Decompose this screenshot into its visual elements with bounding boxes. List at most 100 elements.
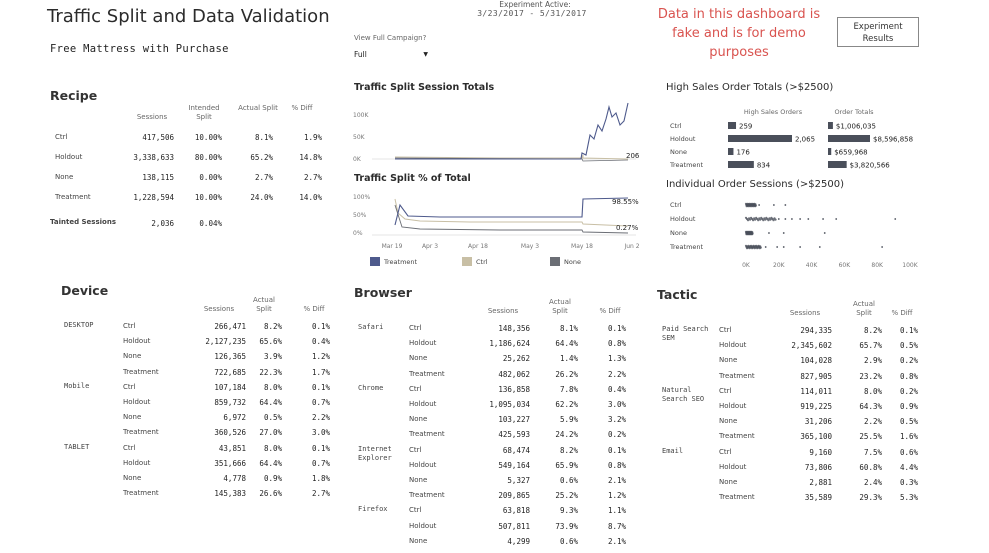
pct-diff-value: 5.3% <box>899 493 918 503</box>
row-label: Ctrl <box>55 133 68 141</box>
row-label: None <box>719 478 738 486</box>
actual-split-value: 0.6% <box>559 536 578 546</box>
row-label: Holdout <box>719 402 747 410</box>
sessions-value: 2,881 <box>809 478 832 487</box>
actual-split-value: 65.9% <box>555 460 578 470</box>
series-end-label: 206 <box>626 152 640 160</box>
sessions-value: 43,851 <box>218 443 246 453</box>
row-label: Holdout <box>719 341 747 350</box>
pct-diff-value: 1.2% <box>607 491 626 501</box>
pct-diff-value: 2.2% <box>607 369 626 379</box>
order-point <box>782 232 785 234</box>
page-title: Traffic Split and Data Validation <box>47 6 330 27</box>
pct-diff-value: 0.2% <box>899 386 918 396</box>
pct-diff-value: 2.1% <box>607 476 626 485</box>
individual-orders-title: Individual Order Sessions (>$2500) <box>666 179 845 190</box>
actual-split-value: 24.0% <box>250 193 273 202</box>
sessions-value: 365,100 <box>800 432 832 442</box>
y-tick-label: 50K <box>353 134 366 141</box>
sessions-value: 2,345,602 <box>791 341 832 351</box>
campaign-filter-dropdown[interactable]: Full ▼ <box>354 48 428 61</box>
pct-diff-value: 3.0% <box>607 400 626 409</box>
pct-diff-value: 0.4% <box>607 384 626 394</box>
row-label: Ctrl <box>123 382 136 391</box>
actual-split-value: 2.9% <box>863 356 882 366</box>
row-label: Holdout <box>123 337 151 346</box>
sessions-value: 549,164 <box>498 460 530 470</box>
x-tick-label: 60K <box>839 262 852 269</box>
actual-split-value: 24.2% <box>555 430 578 440</box>
actual-split-value: 2.4% <box>863 478 882 487</box>
sessions-value: 919,225 <box>800 402 832 411</box>
actual-split-value: 23.2% <box>859 371 882 381</box>
row-label: Holdout <box>55 153 83 161</box>
recipe-title: Recipe <box>50 88 98 103</box>
x-tick-label: 20K <box>773 262 786 269</box>
row-label: Holdout <box>409 339 437 348</box>
intended-split-value: 10.00% <box>194 133 222 142</box>
order-point <box>754 204 757 207</box>
experiment-results-button[interactable]: Experiment Results <box>837 17 919 47</box>
pct-diff-value: 1.1% <box>607 506 626 516</box>
pct-diff-value: 14.8% <box>299 153 322 162</box>
total-value: $3,820,566 <box>850 162 891 170</box>
row-label: Treatment <box>409 369 445 378</box>
row-label: Treatment <box>669 161 704 169</box>
tainted-sessions-label: Tainted Sessions <box>50 218 117 226</box>
pct-diff-value: 1.7% <box>311 367 330 377</box>
column-header: Actual Split <box>238 104 278 112</box>
legend-label: Ctrl <box>476 258 488 266</box>
actual-split-value: 8.0% <box>863 386 882 396</box>
order-point <box>768 232 770 234</box>
campaign-filter-value: Full <box>354 50 367 59</box>
column-header: Sessions <box>136 113 168 121</box>
row-label: Ctrl <box>409 324 422 332</box>
actual-split-value: 8.1% <box>254 133 273 142</box>
pct-diff-value: 4.4% <box>899 462 918 472</box>
intended-split-value: 10.00% <box>194 193 222 202</box>
row-label: Ctrl <box>409 384 422 393</box>
pct-diff-value: 1.8% <box>311 474 330 483</box>
individual-orders-chart: Ctrl Holdout None Treatment 0K 20K 40K 60K 80K 10… <box>669 201 919 269</box>
pct-diff-value: 0.1% <box>607 324 626 333</box>
order-point <box>881 246 884 248</box>
column-header: Sessions <box>203 305 235 313</box>
row-label: Holdout <box>409 460 437 469</box>
column-header: Actual Split <box>549 298 571 315</box>
actual-split-value: 65.6% <box>259 337 282 347</box>
actual-split-value: 8.2% <box>863 326 882 335</box>
browser-title: Browser <box>354 285 412 300</box>
sessions-value: 482,062 <box>498 369 530 379</box>
sessions-value: 35,589 <box>804 493 832 503</box>
traffic-totals-title: Traffic Split Session Totals <box>354 82 495 93</box>
sessions-value: 148,356 <box>498 324 530 333</box>
y-tick-label: 100K <box>353 112 369 119</box>
order-point <box>774 218 777 221</box>
actual-split-value: 73.9% <box>555 521 578 531</box>
legend-label: Treatment <box>383 258 418 266</box>
sessions-value: 722,685 <box>214 367 246 377</box>
sessions-value: 9,160 <box>809 447 832 457</box>
column-header: High Sales Orders <box>744 108 803 116</box>
none-series-line <box>394 204 629 234</box>
actual-split-value: 22.3% <box>259 367 282 377</box>
orders-value: 259 <box>739 123 752 131</box>
row-label: None <box>719 356 738 365</box>
orders-bar <box>728 148 734 155</box>
group-label: Paid Search SEM <box>662 325 709 342</box>
total-bar <box>828 161 847 168</box>
pct-diff-value: 3.2% <box>607 415 626 425</box>
column-header: % Diff <box>599 307 621 315</box>
campaign-filter-label: View Full Campaign? <box>354 34 427 42</box>
actual-split-value: 7.5% <box>863 447 882 457</box>
pct-diff-value: 0.2% <box>899 356 918 366</box>
row-label: None <box>409 476 428 484</box>
y-tick-label: 50% <box>353 212 367 219</box>
actual-split-value: 2.7% <box>254 173 273 182</box>
group-label: Firefox <box>358 505 388 514</box>
actual-split-value: 0.5% <box>263 413 282 423</box>
actual-split-value: 64.3% <box>859 402 882 411</box>
pct-diff-value: 2.2% <box>311 413 330 423</box>
sessions-value: 209,865 <box>498 491 530 501</box>
actual-split-value: 7.8% <box>559 384 578 394</box>
